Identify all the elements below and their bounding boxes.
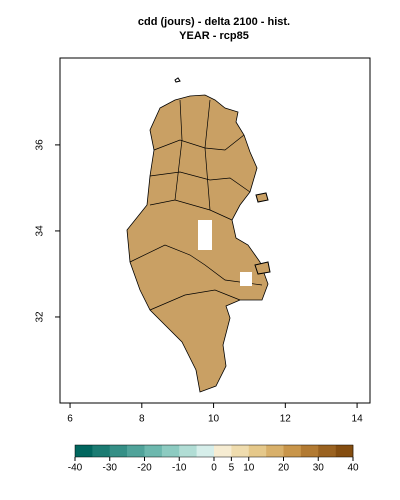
colorbar-tick-label: 0 bbox=[211, 463, 217, 474]
colorbar-swatch bbox=[318, 445, 336, 457]
colorbar-swatch bbox=[92, 445, 111, 457]
colorbar-swatch bbox=[214, 445, 232, 457]
island bbox=[254, 261, 271, 275]
missing-data bbox=[240, 272, 252, 286]
x-tick-label: 8 bbox=[139, 414, 145, 425]
colorbar-swatch bbox=[75, 445, 93, 457]
colorbar-swatch bbox=[196, 445, 215, 457]
region-border bbox=[174, 99, 183, 201]
x-tick-label: 12 bbox=[280, 414, 292, 425]
colorbar-swatch bbox=[144, 445, 163, 457]
missing-data bbox=[198, 220, 212, 250]
colorbar-tick-label: 5 bbox=[229, 463, 235, 474]
y-tick-label: 34 bbox=[35, 225, 46, 237]
colorbar-swatch bbox=[161, 445, 180, 457]
country-shape bbox=[126, 94, 269, 393]
subtitle: YEAR - rcp85 bbox=[179, 30, 249, 42]
region-border bbox=[129, 244, 263, 286]
region-border bbox=[204, 99, 211, 211]
region-border bbox=[149, 289, 241, 311]
island bbox=[174, 77, 181, 83]
colorbar-swatch bbox=[266, 445, 284, 457]
colorbar-swatch bbox=[300, 445, 319, 457]
x-tick-label: 10 bbox=[208, 414, 220, 425]
colorbar-tick-label: 30 bbox=[313, 463, 325, 474]
region-border bbox=[149, 171, 251, 193]
island bbox=[255, 192, 269, 203]
colorbar-swatch bbox=[127, 445, 145, 457]
title: cdd (jours) - delta 2100 - hist. bbox=[138, 16, 290, 28]
map bbox=[126, 77, 271, 393]
colorbar-swatch bbox=[231, 445, 250, 457]
x-tick-label: 14 bbox=[352, 414, 364, 425]
colorbar-swatch bbox=[283, 445, 302, 457]
colorbar-tick-label: 20 bbox=[278, 463, 290, 474]
colorbar-swatch bbox=[179, 445, 197, 457]
region-border bbox=[149, 199, 233, 221]
colorbar-tick-label: -10 bbox=[172, 463, 187, 474]
y-tick-label: 32 bbox=[35, 311, 46, 323]
y-tick-label: 36 bbox=[35, 139, 46, 151]
colorbar-tick-label: -30 bbox=[103, 463, 118, 474]
colorbar-swatch bbox=[109, 445, 128, 457]
colorbar-tick-label: -40 bbox=[68, 463, 83, 474]
colorbar-swatch bbox=[248, 445, 267, 457]
colorbar-tick-label: 10 bbox=[243, 463, 255, 474]
colorbar-swatch bbox=[335, 445, 354, 457]
x-tick-label: 6 bbox=[67, 414, 73, 425]
colorbar-tick-label: 40 bbox=[347, 463, 359, 474]
colorbar-tick-label: -20 bbox=[137, 463, 152, 474]
